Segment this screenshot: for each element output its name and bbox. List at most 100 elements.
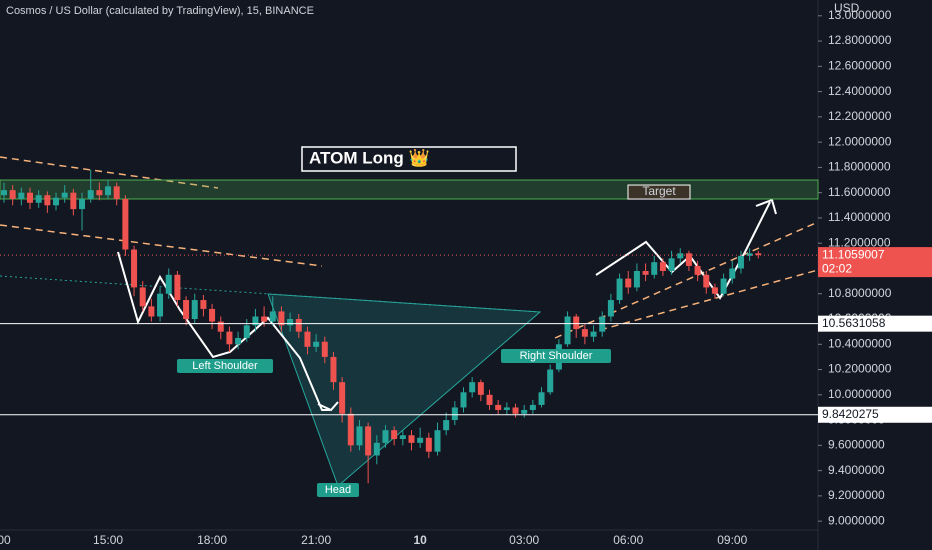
candle-body bbox=[737, 255, 744, 269]
head-label: Head bbox=[325, 484, 351, 496]
left-shoulder-label-box bbox=[177, 359, 273, 373]
zigzag bbox=[117, 251, 330, 411]
candle-body bbox=[330, 356, 337, 383]
price-label-box bbox=[818, 315, 932, 332]
trend-line bbox=[0, 156, 219, 189]
countdown: 02:02 bbox=[822, 261, 852, 275]
last-price-box bbox=[818, 247, 932, 278]
candle-body bbox=[486, 394, 493, 405]
candle-body bbox=[139, 287, 146, 307]
candle-body bbox=[694, 265, 701, 275]
candle-body bbox=[61, 192, 68, 198]
candle-body bbox=[183, 300, 190, 320]
candle-body bbox=[616, 278, 623, 301]
candle-body bbox=[451, 407, 458, 421]
y-tick-label: 13.0000000 bbox=[828, 8, 892, 22]
candle-body bbox=[313, 341, 320, 347]
y-tick-label: 12.0000000 bbox=[828, 134, 892, 148]
candle-body bbox=[365, 426, 372, 456]
candle-body bbox=[35, 195, 42, 203]
candle-body bbox=[607, 300, 614, 317]
y-tick-label: 10.4000000 bbox=[828, 336, 892, 350]
y-tick-label: 12.6000000 bbox=[828, 59, 892, 73]
drawings bbox=[0, 156, 819, 487]
candle-body bbox=[113, 186, 120, 199]
candle-body bbox=[391, 430, 398, 440]
right-shoulder-label-box bbox=[501, 349, 611, 363]
y-tick-label: 10.0000000 bbox=[828, 387, 892, 401]
candle-body bbox=[521, 409, 528, 414]
candle-body bbox=[503, 407, 510, 410]
target-zone bbox=[0, 179, 819, 200]
candle-body bbox=[460, 392, 467, 408]
candle-body bbox=[573, 316, 580, 330]
y-tick-label: 9.0000000 bbox=[828, 513, 885, 527]
price-label-box bbox=[818, 406, 932, 423]
candle-body bbox=[651, 262, 658, 275]
candle-body bbox=[729, 268, 736, 279]
candle-body bbox=[755, 253, 762, 256]
candle-body bbox=[278, 311, 285, 326]
candle-body bbox=[347, 413, 354, 446]
candle-body bbox=[165, 274, 172, 294]
candle-body bbox=[495, 404, 502, 410]
candle-body bbox=[131, 249, 138, 288]
candle-body bbox=[217, 321, 224, 332]
candle-body bbox=[321, 341, 328, 357]
y-tick-label: 11.4000000 bbox=[828, 210, 891, 224]
candle-body bbox=[235, 337, 242, 345]
y-tick-label: 9.4000000 bbox=[828, 463, 885, 477]
candle-body bbox=[339, 382, 346, 414]
candle-body bbox=[581, 329, 588, 337]
candle-body bbox=[209, 308, 216, 322]
candle-body bbox=[642, 271, 649, 275]
price-label: 9.8420275 bbox=[822, 407, 879, 421]
candle-body bbox=[434, 430, 441, 452]
candle-body bbox=[157, 293, 164, 317]
x-tick-label: 06:00 bbox=[613, 533, 643, 547]
candle-body bbox=[44, 195, 51, 206]
candle-body bbox=[685, 253, 692, 266]
left-shoulder-label: Left Shoulder bbox=[192, 360, 258, 372]
y-tick-label: 11.8000000 bbox=[828, 160, 891, 174]
candle-body bbox=[633, 271, 640, 288]
currency: USD bbox=[834, 1, 860, 15]
price-label: 10.5631058 bbox=[822, 316, 886, 330]
right-shoulder-label: Right Shoulder bbox=[520, 350, 593, 362]
candle-body bbox=[200, 300, 207, 309]
candle-body bbox=[9, 190, 16, 199]
candle-body bbox=[477, 382, 484, 395]
candle-body bbox=[261, 316, 268, 322]
candle-body bbox=[79, 198, 86, 210]
candle-body bbox=[469, 382, 476, 393]
x-tick-label: 15:00 bbox=[93, 533, 123, 547]
candle-body bbox=[70, 192, 77, 210]
x-tick-label: 18:00 bbox=[197, 533, 227, 547]
candle-body bbox=[122, 198, 129, 250]
candle-body bbox=[720, 278, 727, 294]
trend-line bbox=[0, 224, 323, 267]
y-tick-label: 12.4000000 bbox=[828, 84, 892, 98]
candle-body bbox=[148, 306, 155, 317]
x-tick-label: 21:00 bbox=[301, 533, 331, 547]
x-tick-label: 00 bbox=[0, 533, 11, 547]
pattern-area bbox=[267, 293, 542, 487]
candle-body bbox=[538, 392, 545, 405]
candle-body bbox=[417, 437, 424, 443]
candle-body bbox=[226, 331, 233, 345]
candle-body bbox=[27, 192, 34, 203]
candle-body bbox=[96, 190, 103, 196]
candle-body bbox=[668, 258, 675, 272]
arrow-head bbox=[317, 401, 339, 412]
y-tick-label: 12.2000000 bbox=[828, 109, 892, 123]
candle-body bbox=[87, 190, 94, 199]
last-price-label: 11.1059007 bbox=[822, 247, 885, 261]
candle-body bbox=[512, 407, 519, 414]
trend-line bbox=[599, 269, 819, 331]
candle-body bbox=[174, 274, 181, 301]
candle-body bbox=[590, 331, 597, 337]
y-tick-label: 9.2000000 bbox=[828, 488, 885, 502]
candle-body bbox=[746, 253, 753, 256]
candle-body bbox=[711, 287, 718, 294]
candle-body bbox=[443, 420, 450, 431]
